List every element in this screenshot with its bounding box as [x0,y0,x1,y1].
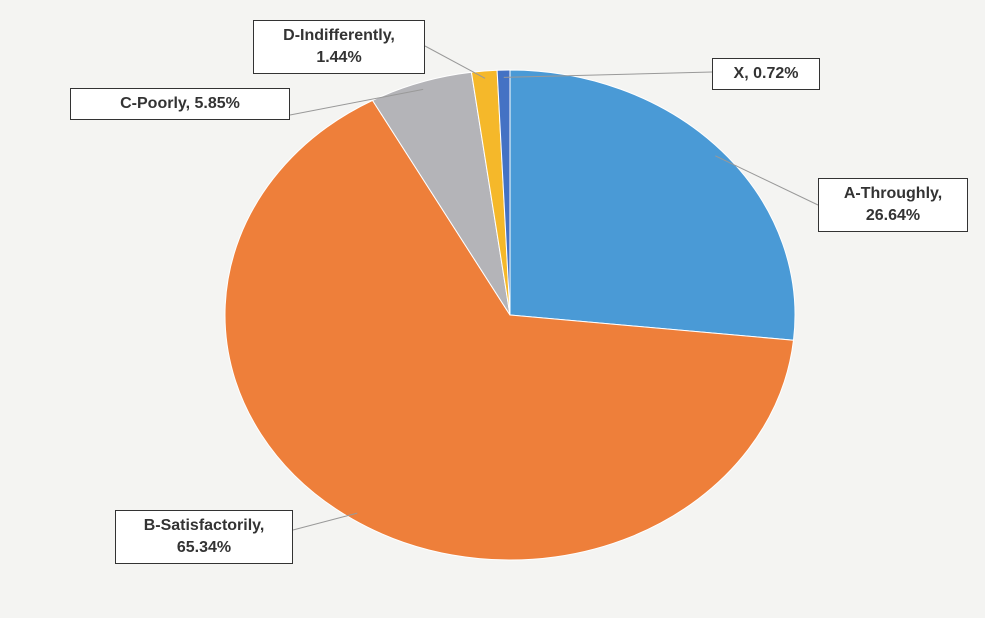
data-label: D-Indifferently, 1.44% [253,20,425,74]
data-label: B-Satisfactorily, 65.34% [115,510,293,564]
pie-slice [224,99,795,561]
leader-line [503,71,713,78]
data-label: X, 0.72% [712,58,820,90]
pie-slice [509,69,796,341]
data-label: C-Poorly, 5.85% [70,88,290,120]
leader-line [715,155,819,206]
leader-line [292,512,358,531]
pie-slice [496,69,511,316]
leader-line [424,45,486,79]
leader-line [289,88,424,116]
data-label: A-Throughly, 26.64% [818,178,968,232]
